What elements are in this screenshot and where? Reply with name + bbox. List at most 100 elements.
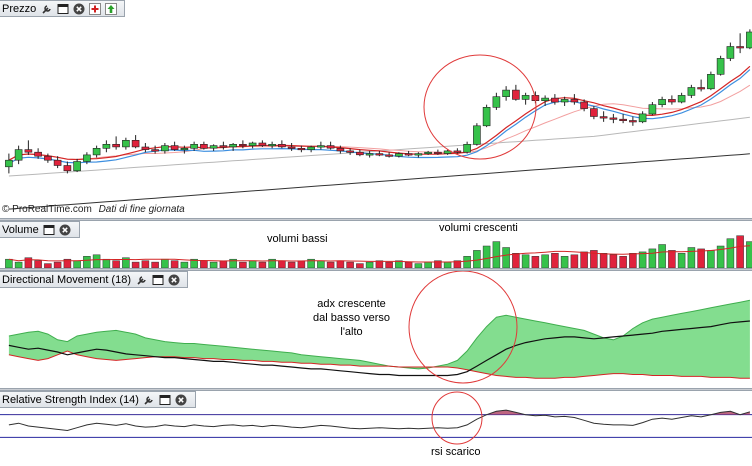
candle-down [570, 99, 579, 103]
volume-panel-header: Volume [0, 221, 80, 238]
volume-bar [395, 260, 403, 268]
price-panel-title: Prezzo [2, 2, 37, 15]
window-icon[interactable] [56, 2, 69, 15]
volume-bar [716, 245, 725, 268]
wrench-icon[interactable] [143, 393, 156, 406]
candle-up [83, 154, 91, 162]
candle-up [424, 151, 432, 154]
candle-up [229, 144, 237, 148]
candle-up [317, 145, 325, 148]
data-note-text: Dati di fine giornata [98, 204, 185, 215]
volume-bar [697, 248, 705, 268]
candle-down [346, 150, 354, 153]
candle-up [502, 89, 510, 97]
rsi-panel-header: Relative Strength Index (14) [0, 391, 196, 408]
add-indicator-icon[interactable] [88, 2, 101, 15]
adx-annotation-line3: l'alto [340, 326, 363, 338]
close-icon[interactable] [59, 223, 72, 236]
candle-down [151, 149, 159, 152]
volume-bar [638, 251, 647, 268]
candle-up [707, 74, 715, 90]
candle-down [63, 165, 72, 172]
candle-down [697, 87, 705, 90]
volume-bar [521, 254, 530, 268]
adx-line [8, 320, 750, 377]
candle-down [287, 146, 296, 149]
volume-panel: Volume volumi bassi volumi crescenti [0, 221, 752, 268]
close-icon[interactable] [167, 273, 180, 286]
volume-chart [5, 235, 752, 268]
volume-bar [541, 254, 549, 268]
volume-bar [268, 258, 276, 268]
volume-bar [200, 260, 208, 268]
candle-up [492, 96, 501, 108]
wrench-icon[interactable] [40, 2, 53, 15]
panel-separator[interactable] [0, 268, 752, 271]
price-panel: Prezzo © ProRealTime.com Dati di fine gi… [0, 0, 752, 218]
wrench-icon[interactable] [135, 273, 148, 286]
candle-down [297, 148, 306, 151]
close-icon[interactable] [175, 393, 188, 406]
volume-bar [122, 257, 130, 268]
volume-bar [580, 251, 588, 268]
candle-up [122, 140, 130, 148]
adx-annotation-line2: dal basso verso [313, 312, 391, 324]
close-icon[interactable] [72, 2, 85, 15]
candle-down [24, 149, 33, 153]
window-icon[interactable] [151, 273, 164, 286]
volume-bar [599, 253, 608, 268]
volume-bar [336, 260, 345, 268]
volume-bar [512, 253, 520, 268]
volume-bar [63, 258, 72, 268]
candle-down [668, 99, 676, 103]
volume-average-line [8, 245, 750, 263]
candle-down [170, 145, 179, 150]
candle-up [161, 145, 169, 152]
candle-up [687, 87, 696, 96]
volume-bar [453, 260, 462, 268]
adx-annotation: adx crescente dal basso verso l'alto [313, 297, 390, 339]
raise-icon[interactable] [104, 2, 117, 15]
rsi-panel-title: Relative Strength Index (14) [2, 393, 139, 406]
volume-bar [726, 238, 735, 268]
candle-down [34, 151, 42, 157]
candle-down [580, 101, 588, 109]
window-icon[interactable] [43, 223, 56, 236]
volume-bar [434, 260, 442, 268]
candle-up [414, 153, 423, 156]
candle-up [716, 58, 725, 75]
moving-average-dark-line [8, 153, 750, 210]
volume-bar [463, 256, 471, 268]
dmi-chart [8, 271, 750, 384]
volume-bar [190, 258, 198, 268]
candle-up [190, 144, 198, 149]
candle-down [453, 150, 462, 153]
candle-up [746, 31, 752, 49]
di-minus-line [8, 350, 750, 379]
rsi-chart [0, 391, 752, 445]
candle-up [92, 148, 101, 156]
moving-average-red-line [8, 65, 751, 161]
candle-down [551, 97, 559, 103]
candle-up [268, 144, 276, 147]
volume-bar [746, 241, 752, 268]
rsi-overbought-area [8, 410, 750, 415]
candle-up [365, 153, 374, 156]
volume-bar [375, 260, 384, 268]
volume-bar [307, 258, 315, 268]
candle-up [658, 99, 666, 106]
candle-down [326, 145, 335, 149]
window-icon[interactable] [159, 393, 172, 406]
moving-average-grey-line [8, 116, 750, 177]
candle-down [200, 144, 208, 149]
candle-down [131, 140, 140, 148]
candle-up [521, 95, 530, 100]
volume-bar [707, 250, 715, 268]
volume-bar [736, 235, 744, 268]
panel-separator[interactable] [0, 218, 752, 221]
candle-down [336, 148, 345, 152]
candle-up [5, 159, 13, 168]
volume-bar [5, 258, 13, 268]
panel-separator[interactable] [0, 388, 752, 391]
volume-bar [229, 258, 237, 268]
